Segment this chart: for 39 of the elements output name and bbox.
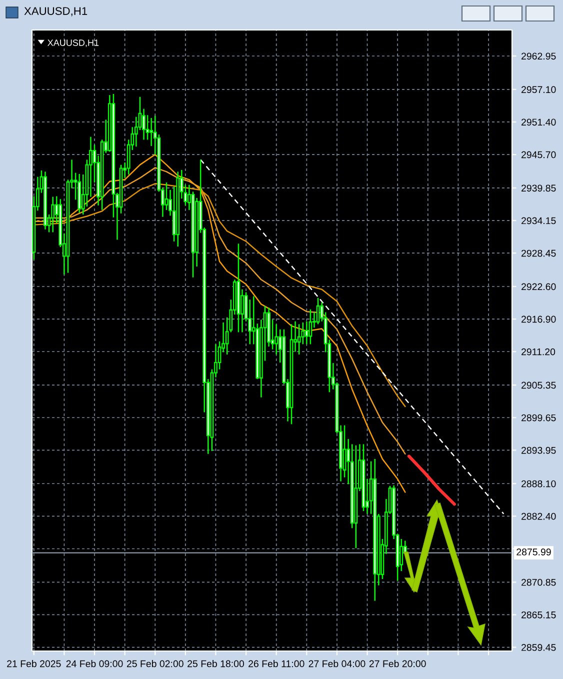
candlestick [308,308,312,345]
y-tick-label: 2911.20 [522,348,556,356]
line-series [33,183,406,408]
ref-line-label: 2875.99 [516,548,551,556]
y-tick-label: 2899.65 [522,414,556,422]
y-tick-label: 2922.60 [522,283,556,290]
y-tick-label: 2905.35 [522,382,556,389]
x-tick-label: 25 Feb 02:00 [126,660,184,668]
x-tick-label: 27 Feb 04:00 [308,660,366,668]
y-tick-label: 2893.95 [522,446,556,454]
y-tick-label: 2859.45 [522,644,556,651]
y-tick-label: 2865.15 [522,611,556,618]
candlestick [316,297,320,325]
candlestick [400,538,404,572]
chart-title: XAUUSD,H1 [24,7,88,16]
y-tick-label: 2957.10 [522,86,556,94]
line-series [33,167,406,455]
x-tick-label: 25 Feb 18:00 [188,660,244,668]
candlestick [274,324,278,356]
candlestick [297,324,301,356]
y-tick-label: 2951.40 [522,118,556,126]
x-tick-label: 26 Feb 11:00 [248,660,304,668]
line-series [33,154,406,493]
x-tick-label: 27 Feb 20:00 [369,660,426,668]
y-tick-label: 2939.85 [522,184,556,192]
y-tick-label: 2870.85 [522,578,556,586]
y-tick-label: 2916.90 [522,316,556,323]
y-tick-label: 2888.10 [522,480,556,488]
x-tick-label: 21 Feb 2025 [7,660,61,668]
y-tick-label: 2928.45 [522,250,556,257]
candlestick [51,196,55,233]
y-tick-label: 2882.40 [522,512,556,520]
x-tick-label: 24 Feb 09:00 [66,660,123,668]
candlestick [304,320,308,345]
text: XAUUSD,H1 [48,40,99,48]
y-tick-label: 2934.15 [522,217,556,224]
line-series [407,454,456,506]
y-tick-label: 2962.95 [522,52,556,60]
y-tick-label: 2945.70 [522,151,556,158]
